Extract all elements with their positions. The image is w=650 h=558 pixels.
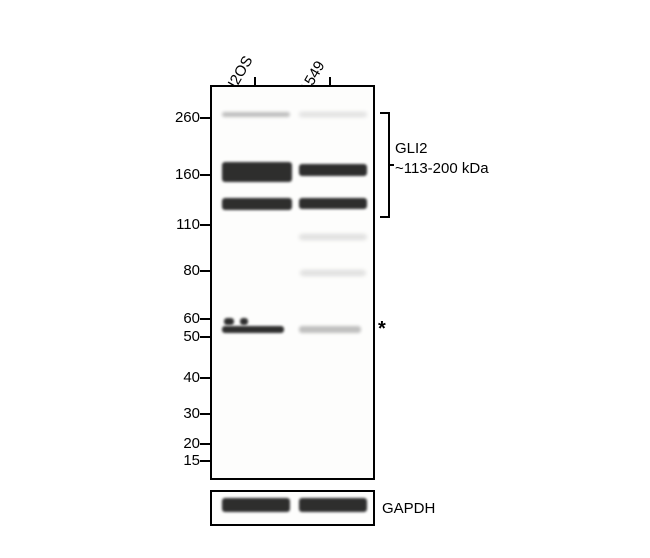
mw-tick bbox=[200, 377, 210, 379]
mw-label: 260 bbox=[160, 109, 200, 126]
gli2-bracket-mid bbox=[388, 164, 394, 166]
mw-label: 110 bbox=[160, 216, 200, 233]
lane-tick-u2os bbox=[254, 77, 256, 85]
blot-band bbox=[222, 326, 284, 333]
blot-band bbox=[299, 498, 367, 512]
gli2-mw-range: ~113-200 kDa bbox=[395, 160, 489, 177]
mw-tick bbox=[200, 460, 210, 462]
blot-band bbox=[299, 326, 361, 333]
blot-band bbox=[222, 162, 292, 182]
mw-label: 40 bbox=[160, 369, 200, 386]
mw-label: 50 bbox=[160, 328, 200, 345]
blot-band bbox=[222, 498, 290, 512]
gli2-label: GLI2 bbox=[395, 140, 428, 157]
gli2-bracket-bot bbox=[380, 216, 388, 218]
mw-tick bbox=[200, 174, 210, 176]
mw-label: 160 bbox=[160, 166, 200, 183]
blot-band bbox=[240, 318, 248, 325]
blot-band bbox=[222, 198, 292, 210]
mw-label: 60 bbox=[160, 310, 200, 327]
mw-tick bbox=[200, 336, 210, 338]
mw-tick bbox=[200, 413, 210, 415]
blot-band bbox=[224, 318, 234, 325]
blot-band bbox=[299, 112, 367, 117]
blot-band bbox=[222, 112, 290, 117]
blot-band bbox=[299, 164, 367, 176]
mw-tick bbox=[200, 443, 210, 445]
figure-stage: U2OS A549 26016011080605040302015 * GLI2… bbox=[0, 0, 650, 558]
mw-label: 15 bbox=[160, 452, 200, 469]
mw-label: 30 bbox=[160, 405, 200, 422]
mw-tick bbox=[200, 270, 210, 272]
gli2-bracket-top bbox=[380, 112, 388, 114]
mw-tick bbox=[200, 224, 210, 226]
blot-band bbox=[299, 198, 367, 209]
mw-label: 80 bbox=[160, 262, 200, 279]
mw-tick bbox=[200, 318, 210, 320]
nonspecific-asterisk: * bbox=[378, 318, 386, 341]
blot-band bbox=[299, 234, 367, 240]
main-blot-frame bbox=[210, 85, 375, 480]
mw-tick bbox=[200, 117, 210, 119]
lane-tick-a549 bbox=[329, 77, 331, 85]
blot-band bbox=[300, 270, 366, 276]
gapdh-label: GAPDH bbox=[382, 500, 435, 517]
mw-label: 20 bbox=[160, 435, 200, 452]
